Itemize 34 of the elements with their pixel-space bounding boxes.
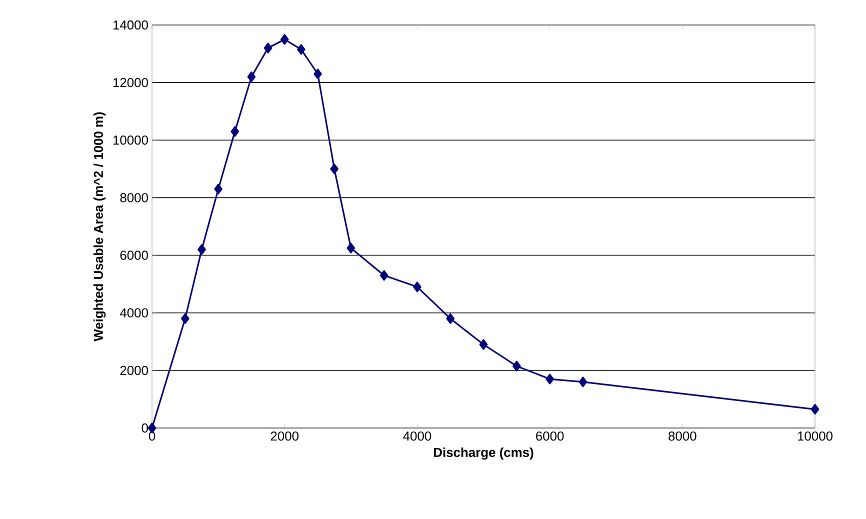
point — [578, 376, 588, 388]
y-tick-label: 2000 — [120, 366, 148, 375]
x-tick-label: 4000 — [403, 432, 432, 441]
x-tick-label: 10000 — [798, 432, 833, 441]
x-tick-label: 8000 — [668, 432, 696, 441]
point — [280, 34, 289, 45]
y-tick-label: 0 — [142, 423, 148, 433]
point — [380, 270, 388, 281]
y-tick-label: 6000 — [120, 250, 148, 260]
point — [413, 282, 422, 292]
point — [314, 68, 322, 80]
y-tick-label: 8000 — [120, 193, 148, 202]
x-axis-title: Discharge (cms) — [434, 448, 534, 460]
y-tick-label: 12000 — [113, 78, 148, 88]
point — [180, 313, 190, 324]
point — [198, 244, 206, 255]
x-tick-label: 2000 — [270, 432, 299, 441]
point — [546, 374, 554, 384]
point — [264, 42, 272, 54]
point — [214, 184, 222, 194]
point — [330, 164, 338, 174]
x-tick-label: 6000 — [536, 432, 564, 441]
point — [297, 44, 306, 55]
point — [247, 72, 256, 82]
point — [512, 360, 521, 372]
y-tick-label: 10000 — [113, 136, 148, 145]
y-tick-label: 14000 — [113, 20, 148, 30]
point — [346, 242, 356, 254]
point — [810, 404, 820, 415]
y-axis-title: Weighted Usable Area (m^2 / 1000 m) — [94, 112, 106, 342]
point — [230, 126, 240, 137]
point — [446, 313, 455, 324]
y-tick-label: 4000 — [120, 308, 148, 318]
point — [479, 339, 488, 350]
